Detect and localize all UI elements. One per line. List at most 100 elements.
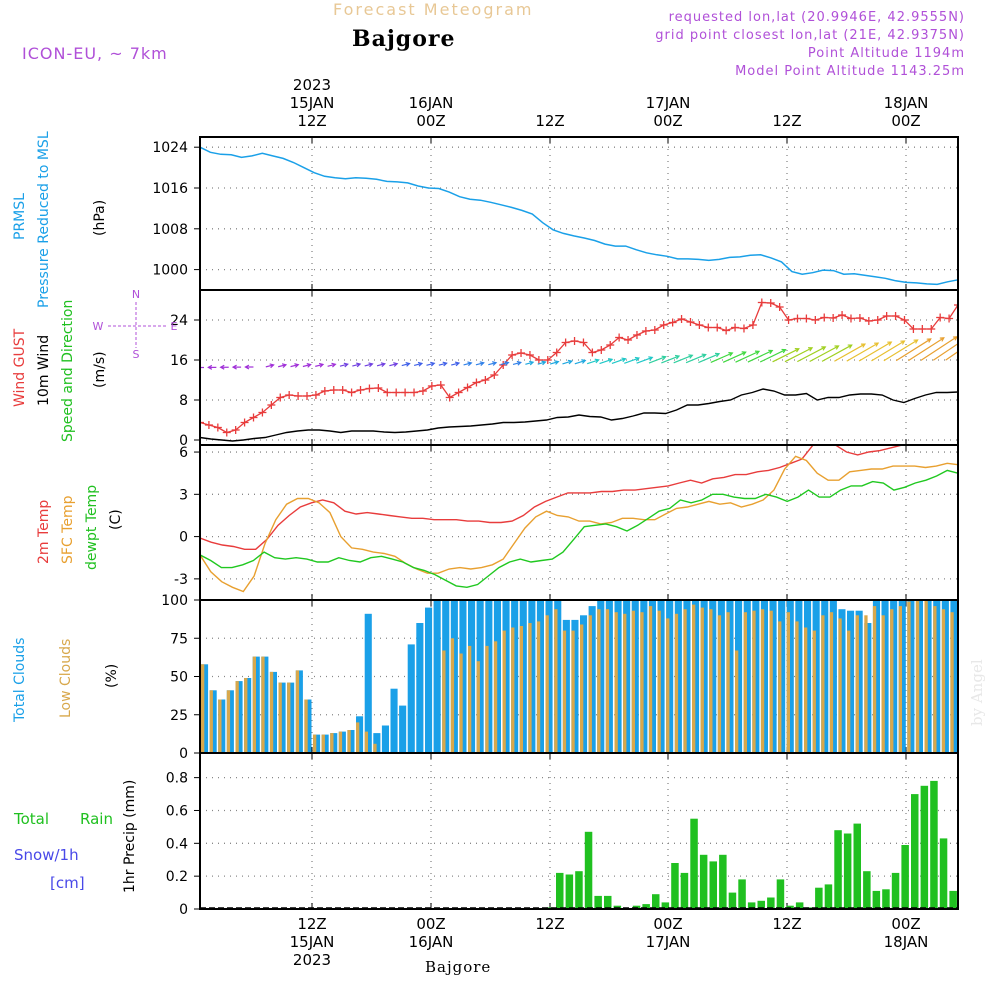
wind-direction-arrow (759, 349, 786, 363)
total-cloud-bar (717, 600, 725, 753)
total-cloud-bar (373, 733, 381, 753)
rain-bar (891, 872, 900, 909)
total-cloud-bar (321, 734, 329, 753)
total-cloud-bar (226, 690, 234, 753)
wind-direction-arrowhead (368, 362, 374, 368)
wind-direction-arrowhead (926, 338, 932, 343)
wind-direction-arrowhead (343, 362, 349, 368)
low-cloud-bar (218, 699, 222, 753)
low-cloud-bar (631, 610, 635, 753)
low-cloud-bar (450, 638, 455, 754)
wind-direction-arrowhead (196, 366, 200, 370)
wind-direction-arrow (611, 358, 626, 365)
wind-direction-arrow (574, 359, 586, 365)
low-cloud-bar (201, 664, 205, 753)
time-tick-label: 12Z (297, 112, 327, 130)
wind-direction-arrowhead (417, 361, 424, 367)
y-tick-label: 0 (179, 902, 188, 918)
panel-frame (199, 289, 959, 446)
rain-bar (901, 845, 909, 909)
wind-direction-arrowhead (821, 346, 827, 351)
compass-n: N (132, 288, 140, 301)
total-cloud-bar (390, 688, 398, 753)
wind-direction-arrowhead (430, 361, 436, 367)
wind-direction-arrowhead (219, 364, 225, 370)
total-cloud-bar (304, 699, 312, 753)
time-tick-label: 18JAN (883, 94, 929, 112)
low-cloud-bar (442, 650, 446, 753)
rain-bar (680, 872, 689, 909)
panel-frame (199, 444, 959, 601)
rain-bar (824, 884, 833, 909)
rain-bar (949, 890, 957, 909)
temp-dewpt-line (200, 469, 958, 589)
grid-point-coords: grid point closest lon,lat (21E, 42.9375… (655, 28, 965, 43)
rain-bar (795, 902, 804, 909)
low-cloud-bar (915, 600, 920, 753)
time-tick-label: 18JAN (883, 933, 929, 951)
rain-bar (767, 897, 775, 909)
total-cloud-bar (907, 600, 915, 753)
rain-bar (911, 794, 919, 909)
y-tick-label: 25 (170, 708, 188, 724)
total-cloud-bar (855, 610, 863, 753)
wind-direction-arrowhead (808, 347, 814, 352)
low-cloud-bar (580, 624, 584, 753)
wind-direction-arrowhead (231, 364, 237, 370)
station-name: Bajgore (352, 26, 456, 52)
y-tick-label: 0 (179, 746, 188, 762)
rain-bar (930, 780, 938, 909)
y-tick-label: 0 (179, 530, 188, 546)
low-cloud-bar (950, 612, 954, 753)
low-cloud-bar (226, 690, 231, 753)
wind-direction-arrow (957, 359, 958, 360)
total-cloud-bar (924, 600, 932, 753)
wind-direction-arrow (562, 360, 572, 365)
wind-direction-arrow (932, 342, 958, 361)
low-cloud-bar (614, 612, 618, 753)
wind-direction-arrowhead (952, 336, 958, 341)
wind-direction-arrow (636, 356, 653, 364)
rain-bar (699, 854, 708, 909)
total-cloud-bar (812, 600, 820, 753)
low-cloud-bar (933, 606, 937, 753)
low-cloud-bar (838, 618, 842, 753)
wind-direction-arrowhead (207, 364, 213, 370)
low-cloud-bar (209, 690, 213, 753)
low-cloud-bar (287, 682, 291, 753)
total-cloud-bar (674, 600, 682, 753)
compass-e: E (171, 320, 178, 333)
wind-direction-arrow (698, 353, 720, 364)
y-tick-label: 100 (161, 593, 188, 609)
rain-bar (652, 894, 660, 909)
rain-bar (565, 874, 574, 909)
wind-direction-arrowhead (454, 361, 461, 367)
time-tick-label: 00Z (653, 915, 683, 933)
low-cloud-bar (597, 609, 601, 753)
low-cloud-bar (812, 630, 816, 753)
wind-direction-arrow (488, 362, 497, 366)
wind-direction-arrowhead (479, 361, 485, 366)
wind-direction-arrow (302, 363, 311, 368)
wind-direction-arrow (821, 344, 853, 362)
total-cloud-bar (735, 600, 743, 753)
wind-direction-arrowhead (281, 363, 288, 368)
low-cloud-bar (847, 630, 851, 753)
wind-direction-arrowhead (768, 349, 774, 355)
wind-direction-arrowhead (442, 361, 448, 367)
wind-direction-arrowhead (979, 335, 983, 339)
low-cloud-bar (778, 621, 782, 753)
total-cloud-bar (476, 600, 484, 753)
total-cloud-bar (666, 600, 674, 753)
y-tick-label: 3 (179, 487, 188, 503)
footer-station: Bajgore (425, 958, 492, 976)
wind-direction-arrow (586, 359, 599, 365)
total-cloud-bar (752, 600, 760, 753)
total-cloud-bar (407, 644, 415, 753)
y-tick-label: 16 (170, 353, 188, 369)
compass-w: W (93, 320, 104, 333)
rain-bar (594, 895, 602, 909)
low-cloud-bar (476, 661, 480, 753)
low-cloud-bar (752, 610, 756, 753)
